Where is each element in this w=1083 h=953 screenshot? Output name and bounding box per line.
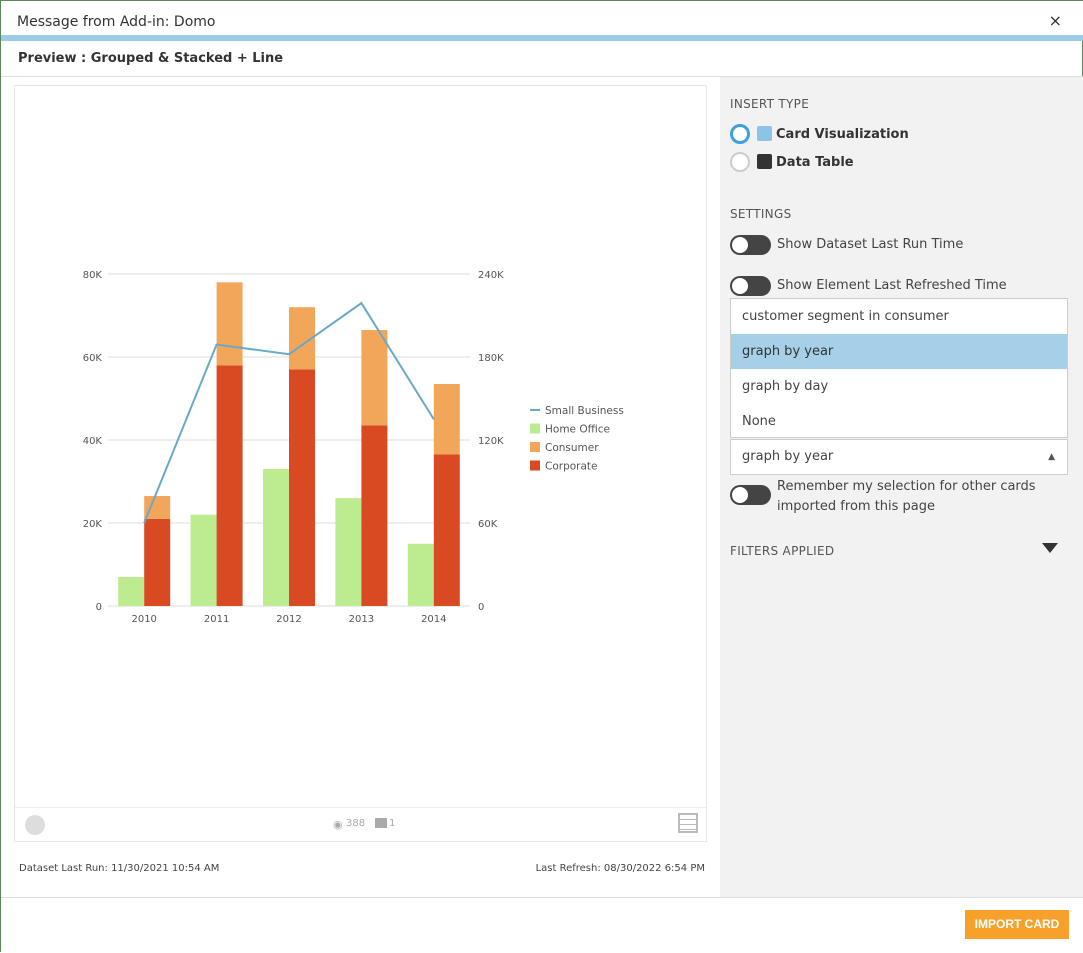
right-tick-label: 180K	[478, 353, 504, 364]
dialog-footer: IMPORT CARD	[1, 897, 1083, 953]
bar-consumer	[361, 330, 388, 426]
left-tick-label: 80K	[83, 270, 103, 281]
comment-icon	[375, 818, 387, 828]
graph-select-value: graph by year	[742, 449, 834, 464]
dropdown-option-selected[interactable]: graph by year	[731, 334, 1067, 369]
caret-up-icon: ▲	[1048, 452, 1055, 462]
bar-home-office	[190, 514, 217, 606]
filters-applied-label: FILTERS APPLIED	[730, 544, 835, 558]
window-title: Message from Add-in: Domo	[17, 14, 216, 30]
bar-home-office	[335, 498, 362, 606]
bar-home-office	[263, 469, 289, 606]
preview-title: Preview : Grouped & Stacked + Line	[18, 51, 284, 66]
left-tick-label: 0	[96, 602, 102, 613]
bar-home-office	[407, 543, 434, 606]
x-tick-label: 2011	[204, 614, 229, 625]
remember-selection-label: Remember my selection for other cards im…	[777, 479, 1036, 514]
insert-type-label: INSERT TYPE	[730, 97, 810, 111]
avatar-icon	[25, 815, 45, 835]
bar-consumer	[433, 383, 460, 455]
right-tick-label: 60K	[478, 519, 498, 530]
legend-swatch	[530, 442, 540, 452]
right-tick-label: 120K	[478, 436, 504, 447]
import-card-button[interactable]: IMPORT CARD	[965, 910, 1069, 939]
dropdown-menu: customer segment in consumer graph by ye…	[730, 298, 1068, 438]
comments-count: 1	[389, 818, 396, 829]
legend-label: Corporate	[545, 461, 598, 473]
card-footer: ◉ 388 1	[15, 807, 706, 841]
dataset-last-run: Dataset Last Run: 11/30/2021 10:54 AM	[19, 863, 220, 874]
toggle-dataset-last-run[interactable]	[730, 235, 771, 255]
bar-consumer	[144, 496, 171, 519]
dropdown-option[interactable]: customer segment in consumer	[742, 309, 949, 324]
legend-swatch	[530, 423, 540, 434]
card-preview: 0 0 20K 60K 40K 120K 60K 180K 80K 240K 2010 2011 201…	[14, 85, 707, 842]
x-tick-label: 2010	[131, 614, 156, 625]
filter-add-icon[interactable]	[1042, 543, 1058, 553]
toggle-element-last-refreshed[interactable]	[730, 276, 771, 296]
legend-label: Small Business	[545, 405, 624, 417]
legend-swatch	[530, 460, 540, 471]
toggle-dataset-last-run-label: Show Dataset Last Run Time	[777, 237, 964, 252]
title-bar: Message from Add-in: Domo ×	[1, 1, 1083, 35]
settings-label: SETTINGS	[730, 207, 792, 221]
x-tick-label: 2013	[349, 614, 374, 625]
legend-label: Home Office	[545, 424, 610, 436]
document-icon	[757, 154, 772, 169]
graph-select[interactable]: graph by year ▲	[730, 439, 1068, 475]
right-tick-label: 0	[478, 602, 484, 613]
dropdown-option[interactable]: graph by day	[742, 379, 829, 394]
toggle-remember-selection[interactable]	[730, 485, 771, 505]
left-tick-label: 40K	[83, 436, 103, 447]
table-view-icon[interactable]	[678, 813, 698, 833]
toggle-element-last-refreshed-label: Show Element Last Refreshed Time	[777, 278, 1007, 293]
card-visualization-label[interactable]: Card Visualization	[776, 127, 909, 142]
last-refresh: Last Refresh: 08/30/2022 6:54 PM	[535, 863, 705, 874]
line-small-business	[143, 301, 435, 524]
settings-panel: INSERT TYPE Card Visualization Data Tabl…	[720, 77, 1083, 897]
divider	[1, 76, 1083, 77]
radio-card-visualization[interactable]	[730, 124, 750, 144]
bar-corporate	[433, 454, 460, 606]
bar-consumer	[216, 282, 243, 366]
legend-label: Consumer	[545, 442, 599, 454]
eye-icon: ◉	[333, 818, 343, 831]
left-tick-label: 20K	[83, 519, 103, 530]
bar-corporate	[289, 369, 315, 606]
views-count: 388	[346, 818, 366, 829]
close-icon[interactable]: ×	[1048, 11, 1062, 30]
right-tick-label: 240K	[478, 270, 504, 281]
image-icon	[757, 126, 772, 141]
dropdown-option[interactable]: None	[742, 414, 776, 429]
bar-corporate	[144, 518, 171, 606]
bar-corporate	[361, 425, 388, 606]
left-tick-label: 60K	[83, 353, 103, 364]
x-tick-label: 2014	[421, 614, 446, 625]
x-tick-label: 2012	[276, 614, 301, 625]
accent-bar	[1, 35, 1083, 41]
radio-data-table[interactable]	[730, 152, 750, 172]
bar-home-office	[118, 576, 145, 606]
chart: 0 0 20K 60K 40K 120K 60K 180K 80K 240K 2010 2011 201…	[83, 270, 624, 625]
bar-corporate	[216, 365, 243, 606]
data-table-label[interactable]: Data Table	[776, 155, 854, 170]
